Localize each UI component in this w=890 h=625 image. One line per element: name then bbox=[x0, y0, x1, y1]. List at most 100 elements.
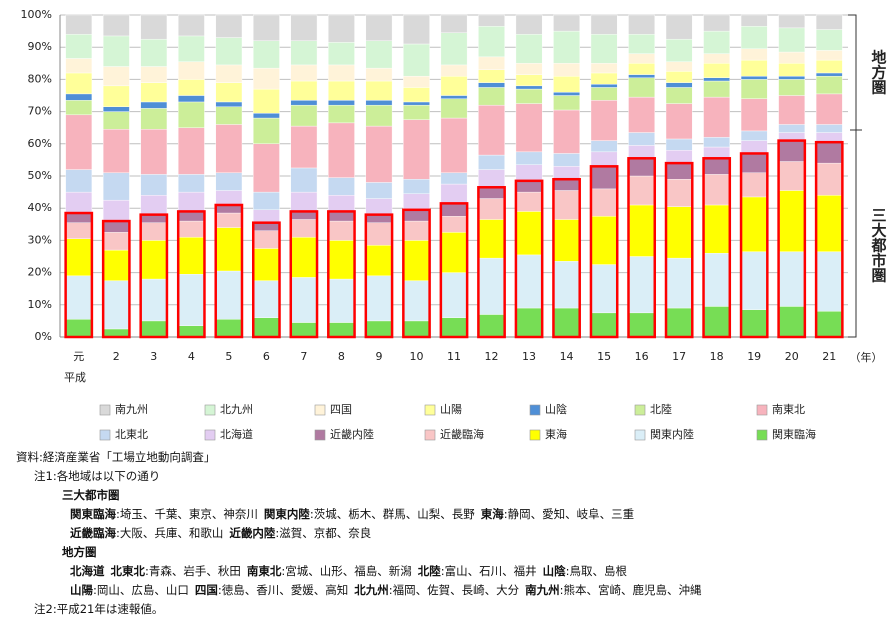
legend-label: 山陽 bbox=[440, 403, 462, 416]
bar-segment bbox=[628, 312, 655, 338]
bar-segment bbox=[553, 109, 580, 154]
bar-segment bbox=[253, 14, 280, 41]
bar-segment bbox=[215, 14, 243, 38]
bar-segment bbox=[740, 251, 768, 310]
x-tick-label: 18 bbox=[710, 350, 724, 363]
note: 注2:平成21年は速報値。 bbox=[34, 602, 164, 616]
bar-segment bbox=[628, 132, 655, 146]
bar-segment bbox=[553, 307, 580, 338]
bar-segment bbox=[365, 182, 393, 199]
x-unit: （年） bbox=[850, 350, 883, 364]
bar-segment bbox=[590, 151, 618, 167]
bar-segment bbox=[515, 211, 543, 256]
note: 注1:各地域は以下の通り bbox=[34, 469, 161, 483]
legend-label: 東海 bbox=[545, 427, 567, 441]
x-tick-label: 19 bbox=[747, 350, 761, 363]
bar-segment bbox=[590, 166, 618, 190]
legend-label: 四国 bbox=[330, 403, 352, 416]
group-outline bbox=[552, 177, 581, 339]
bar-segment bbox=[740, 130, 768, 141]
bar-segment bbox=[628, 34, 655, 54]
bar-segment bbox=[553, 30, 580, 64]
bar-segment bbox=[590, 312, 618, 338]
region-prefectures: :熊本、宮崎、鹿児島、沖縄 bbox=[559, 583, 702, 597]
region-prefectures: :滋賀、京都、奈良 bbox=[275, 526, 372, 540]
bar-segment bbox=[365, 320, 393, 338]
bar-segment bbox=[478, 104, 505, 156]
bar-segment bbox=[328, 64, 355, 82]
bar-segment bbox=[778, 75, 806, 80]
bar-segment bbox=[290, 125, 318, 169]
bar-segment bbox=[215, 106, 243, 125]
bar-segment bbox=[215, 101, 243, 107]
bar-segment bbox=[328, 100, 355, 106]
bar-segment bbox=[665, 138, 693, 151]
bar-segment bbox=[778, 306, 806, 338]
bar-segment bbox=[65, 93, 93, 101]
note-line: 資料:経済産業省「工場立地動向調査」 bbox=[0, 448, 890, 467]
bar-segment bbox=[102, 232, 130, 251]
bar-segment bbox=[478, 198, 505, 220]
legend-swatch bbox=[529, 429, 541, 441]
region-prefectures: :宮城、山形、福島、新潟 bbox=[281, 564, 412, 578]
bar-segment bbox=[778, 190, 806, 252]
bar-segment bbox=[703, 30, 730, 54]
era-label: 平成 bbox=[64, 371, 86, 384]
x-tick-label: 4 bbox=[188, 350, 195, 363]
bar-segment bbox=[478, 187, 505, 199]
group-outline bbox=[64, 211, 94, 339]
bar-segment bbox=[515, 34, 543, 64]
y-tick-label: 70% bbox=[28, 105, 52, 118]
bar-segment bbox=[515, 85, 543, 90]
bar-segment bbox=[140, 240, 168, 280]
bracket bbox=[848, 130, 857, 338]
bar-segment bbox=[665, 150, 693, 164]
bar-segment bbox=[778, 251, 806, 307]
bar-segment bbox=[553, 190, 580, 220]
bar-segment bbox=[515, 191, 543, 212]
legend-swatch bbox=[424, 404, 436, 416]
group-outline bbox=[101, 219, 131, 339]
bar-segment bbox=[102, 85, 130, 107]
region-def: 近畿内陸:滋賀、京都、奈良 bbox=[229, 526, 371, 540]
x-tick-label: 15 bbox=[597, 350, 611, 363]
bar-segment bbox=[102, 172, 130, 201]
bar-segment bbox=[290, 167, 318, 193]
bar-segment bbox=[140, 14, 168, 40]
bar-segment bbox=[553, 63, 580, 77]
bar-segment bbox=[740, 59, 768, 77]
bar-segment bbox=[140, 101, 168, 109]
region-prefectures: :福岡、佐賀、長崎、大分 bbox=[388, 583, 520, 597]
bar-segment bbox=[177, 61, 205, 80]
bar-segment bbox=[628, 77, 655, 98]
bar-segment bbox=[215, 124, 243, 173]
group-outline bbox=[289, 210, 319, 339]
bar-segment bbox=[140, 278, 168, 322]
bar-segment bbox=[328, 104, 355, 124]
source: 資料:経済産業省「工場立地動向調査」 bbox=[16, 450, 216, 464]
bar-segment bbox=[778, 140, 806, 162]
bar-segment bbox=[440, 232, 468, 273]
bar-segment bbox=[440, 64, 468, 77]
x-tick-label: 7 bbox=[300, 350, 307, 363]
bar-segment bbox=[703, 253, 730, 307]
bar-segment bbox=[102, 220, 130, 233]
bar-segment bbox=[177, 79, 205, 96]
legend-label: 北陸 bbox=[650, 403, 672, 416]
bar-segment bbox=[515, 307, 543, 338]
x-tick-label: 元 bbox=[73, 350, 84, 363]
bar-segment bbox=[703, 96, 730, 138]
bar-segment bbox=[478, 26, 505, 58]
bar-segment bbox=[440, 117, 468, 173]
bar-segment bbox=[403, 43, 430, 77]
bar-segment bbox=[403, 280, 430, 322]
bar-segment bbox=[290, 80, 318, 101]
group-outline bbox=[214, 203, 244, 339]
bar-segment bbox=[403, 193, 430, 211]
bar-segment bbox=[553, 14, 580, 32]
bar-segment bbox=[703, 174, 730, 206]
region-def: 北東北:青森、岩手、秋田 bbox=[111, 564, 241, 578]
bar-segment bbox=[215, 64, 243, 83]
bar-segment bbox=[703, 158, 730, 175]
